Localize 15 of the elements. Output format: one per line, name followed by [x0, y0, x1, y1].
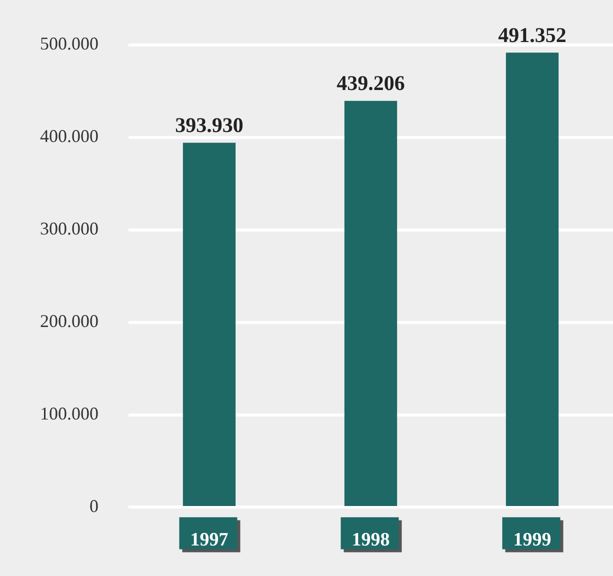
y-tick-label: 300.000 [40, 218, 98, 239]
y-tick-label: 400.000 [40, 126, 98, 146]
y-tick-label: 0 [90, 496, 98, 516]
x-tick-label: 1997 [190, 530, 229, 551]
bar [344, 100, 398, 506]
x-tick-label: 1999 [513, 530, 552, 551]
y-tick-label: 200.000 [40, 311, 98, 332]
x-tick-label: 1998 [352, 530, 390, 551]
bar [182, 142, 236, 506]
y-tick-label: 500.000 [40, 34, 98, 54]
y-tick-label: 100.000 [40, 403, 98, 424]
bar [506, 52, 559, 506]
data-label: 439.206 [336, 71, 405, 96]
data-label: 393.930 [175, 112, 244, 137]
data-label: 491.352 [498, 22, 566, 47]
